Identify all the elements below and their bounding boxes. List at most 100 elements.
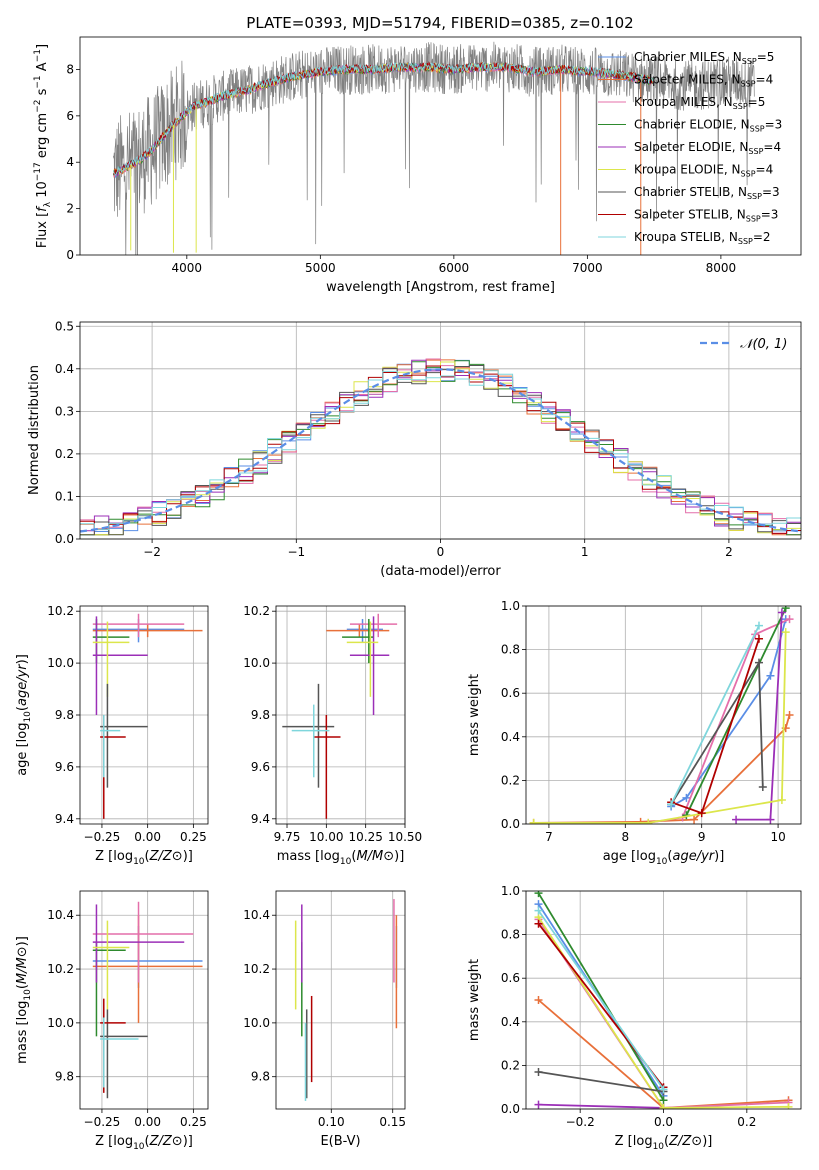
y-tick-label: 1.0	[501, 884, 520, 898]
plot-area	[294, 899, 398, 1101]
y-tick-label: 9.8	[251, 708, 270, 722]
errorbar-point	[92, 624, 203, 638]
plot-area	[92, 901, 203, 1099]
y-tick-label: 6	[66, 109, 74, 123]
weight-line	[533, 632, 787, 824]
errorbar-point	[282, 683, 335, 788]
errorbar-point	[342, 618, 374, 664]
legend-label: Chabrier MILES, NSSP=5	[634, 50, 774, 66]
x-axis-label: Z [log10(Z/Z⊙)]	[95, 849, 193, 867]
x-tick-label: 0.25	[180, 830, 207, 844]
y-axis-label: mass weight	[467, 674, 482, 756]
weight-marker	[781, 606, 790, 613]
weight-marker	[534, 906, 543, 915]
x-axis-label: wavelength [Angstrom, rest frame]	[326, 280, 555, 295]
weight-vs-metallicity-panel: −0.2 0.0 0.2 0.0 0.2 0.4 0.6 0.8 1.0 Z [log10(Z/Z…	[467, 884, 802, 1152]
plot-area	[282, 613, 398, 819]
weight-marker	[534, 1067, 543, 1076]
y-tick-label: 9.8	[55, 1070, 74, 1084]
legend-label: 𝒩(0, 1)	[740, 337, 787, 352]
legend-label: Chabrier STELIB, NSSP=3	[634, 185, 780, 201]
y-tick-label: 4	[66, 155, 74, 169]
y-tick-label: 0.2	[501, 1058, 520, 1072]
plot-area	[80, 358, 801, 536]
y-tick-label: 10.0	[47, 656, 74, 670]
weight-line	[670, 618, 787, 808]
legend-label: Salpeter STELIB, NSSP=3	[634, 208, 778, 224]
spectrum-panel: 4000 5000 6000 7000 8000 0 2 4 6 8 wavelength [Ang…	[33, 36, 802, 295]
x-tick-label: 9	[698, 830, 706, 844]
x-tick-label: 10.00	[309, 830, 343, 844]
x-tick-label: 1	[581, 545, 589, 559]
y-tick-label: 10.2	[243, 962, 270, 976]
mass-vs-ebv-panel: 0.10 0.15 9.8 10.0 10.2 10.4 E(B-V)	[243, 890, 406, 1149]
weight-marker	[682, 793, 691, 802]
x-tick-label: 0.00	[134, 830, 161, 844]
errorbar-point	[349, 616, 390, 715]
y-tick-label: 2	[66, 202, 74, 216]
legend-label: Salpeter ELODIE, NSSP=4	[634, 140, 781, 156]
y-tick-label: 10.0	[47, 1016, 74, 1030]
x-axis-label: Z [log10(Z/Z⊙)]	[95, 1134, 193, 1152]
errorbar-point	[92, 616, 148, 715]
y-tick-label: 9.4	[55, 812, 74, 826]
weight-line	[670, 638, 760, 815]
y-tick-label: 0.8	[501, 643, 520, 657]
y-tick-label: 9.6	[55, 760, 74, 774]
x-tick-label: 5000	[305, 261, 336, 275]
y-tick-label: 0.2	[501, 773, 520, 787]
weight-marker	[754, 634, 763, 643]
weight-marker	[659, 1103, 668, 1109]
y-axis-label: mass [log10(M/M⊙)]	[15, 936, 33, 1064]
y-tick-label: 1.0	[501, 599, 520, 613]
x-tick-label: 0.00	[134, 1115, 161, 1129]
weight-marker	[785, 711, 794, 719]
legend-label: Salpeter MILES, NSSP=4	[634, 73, 773, 89]
weight-line	[537, 910, 665, 1090]
y-tick-label: 0	[66, 248, 74, 262]
y-tick-label: 10.2	[243, 604, 270, 618]
x-tick-label: 0.10	[318, 1115, 345, 1129]
x-tick-label: 9.75	[274, 830, 301, 844]
weight-marker	[766, 671, 775, 680]
plot-area	[529, 606, 794, 824]
weight-line	[538, 1103, 664, 1109]
weight-marker	[534, 919, 543, 928]
errorbar-point	[92, 621, 130, 697]
age-vs-mass-panel: 9.75 10.00 10.25 10.50 9.4 9.6 9.8 10.0 10.2 mass…	[243, 604, 422, 867]
errorbar-point	[326, 624, 390, 638]
weight-line	[538, 1071, 664, 1093]
legend-label: Kroupa MILES, NSSP=5	[634, 95, 765, 111]
axes-frame	[525, 605, 802, 825]
weight-line	[685, 607, 787, 816]
plot-area	[534, 891, 793, 1109]
weight-marker	[777, 796, 786, 805]
y-tick-label: 10.0	[243, 656, 270, 670]
weight-line	[670, 625, 760, 805]
weight-marker	[644, 818, 653, 824]
normal-curve	[80, 368, 801, 533]
y-tick-label: 0.4	[501, 730, 520, 744]
weight-marker	[777, 608, 786, 617]
x-tick-label: 10.25	[348, 830, 382, 844]
x-tick-label: 10.50	[388, 830, 422, 844]
errorbar-point	[313, 715, 341, 819]
x-tick-label: −2	[143, 545, 161, 559]
axes-frame	[79, 890, 209, 1110]
errorbar-point	[92, 613, 185, 638]
data-spectrum	[113, 41, 755, 255]
x-tick-label: 7	[545, 830, 553, 844]
x-axis-label: (data-model)/error	[380, 564, 501, 579]
y-axis-label: Flux [fλ 10−17 erg cm−2 s−1 A−1]	[33, 44, 53, 248]
y-tick-label: 0.6	[501, 686, 520, 700]
mass-vs-metallicity-panel: −0.25 0.00 0.25 9.8 10.0 10.2 10.4 Z [log10(Z/Z…	[15, 890, 209, 1152]
y-tick-label: 10.4	[47, 908, 74, 922]
plot-area	[92, 613, 203, 819]
weight-marker	[754, 658, 763, 667]
residuals-panel: −2 −1 0 1 2 0.0 0.1 0.2 0.3 0.4 0.5 (data-model)/er…	[27, 319, 802, 579]
weight-marker	[785, 615, 794, 624]
y-tick-label: 9.8	[55, 708, 74, 722]
weight-marker	[690, 815, 699, 824]
weight-vs-age-panel: 7 8 9 10 0.0 0.2 0.4 0.6 0.8 1.0 age [log10(age/yr…	[467, 599, 802, 867]
